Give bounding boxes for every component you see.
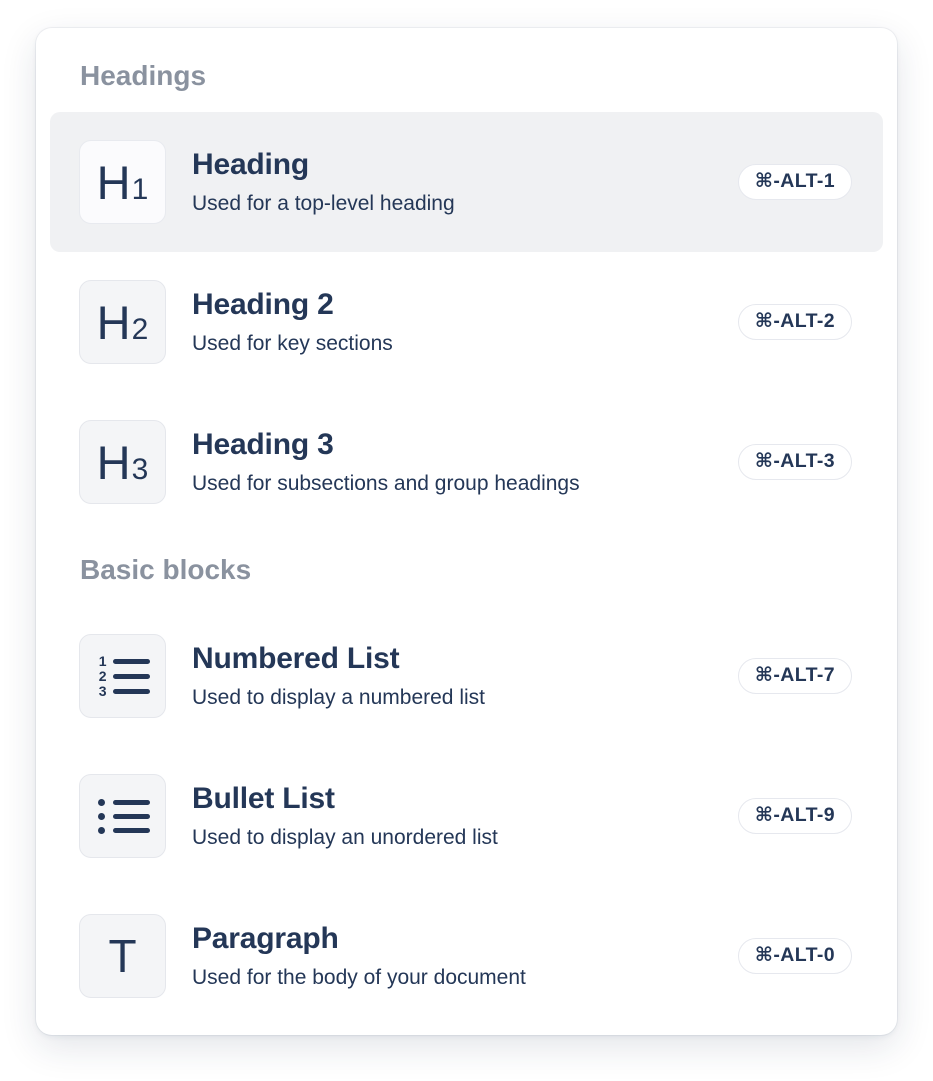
shortcut-badge: ⌘-ALT-9 (737, 798, 852, 834)
icon-digit: 3 (131, 452, 149, 486)
numbered-list-glyph: 1 2 3 (96, 653, 150, 699)
list-line (112, 688, 150, 694)
icon-letter: T (108, 930, 137, 982)
item-title: Heading (192, 148, 309, 181)
icon-digit: 2 (131, 312, 149, 346)
item-title: Bullet List (192, 782, 335, 815)
list-line (112, 813, 150, 819)
section-label-headings: Headings (80, 60, 207, 91)
icon-letter: H (96, 295, 131, 349)
item-description: Used for a top-level heading (192, 192, 455, 215)
bullet-list-icon (79, 774, 166, 858)
menu-item-bullet-list[interactable]: Bullet List Used to display an unordered… (50, 746, 883, 886)
shortcut-badge: ⌘-ALT-7 (737, 658, 852, 694)
item-description: Used for the body of your document (192, 966, 526, 989)
item-text: Heading 3 Used for subsections and group… (192, 427, 738, 497)
item-title: Numbered List (192, 642, 400, 675)
bullet-list-glyph (96, 798, 150, 834)
item-text: Bullet List Used to display an unordered… (192, 781, 738, 851)
item-title: Paragraph (192, 922, 339, 955)
icon-letter: H (96, 435, 131, 489)
list-line (112, 673, 150, 679)
bullet-dot (97, 826, 105, 834)
paragraph-icon: T (79, 914, 166, 998)
list-number: 3 (98, 683, 107, 699)
list-line (112, 799, 150, 805)
item-text: Heading Used for a top-level heading (192, 147, 738, 217)
item-description: Used for subsections and group headings (192, 472, 580, 495)
list-line (112, 658, 150, 664)
section-label-basic-blocks: Basic blocks (80, 554, 252, 585)
list-number: 2 (98, 668, 107, 684)
list-number: 1 (98, 653, 107, 669)
item-title: Heading 3 (192, 428, 334, 461)
shortcut-badge: ⌘-ALT-2 (737, 304, 852, 340)
item-description: Used for key sections (192, 332, 393, 355)
item-description: Used to display a numbered list (192, 686, 485, 709)
numbered-list-icon: 1 2 3 (79, 634, 166, 718)
bullet-dot (97, 812, 105, 820)
menu-item-paragraph[interactable]: T Paragraph Used for the body of your do… (50, 886, 883, 1026)
item-text: Numbered List Used to display a numbered… (192, 641, 738, 711)
shortcut-badge: ⌘-ALT-0 (737, 938, 852, 974)
item-text: Heading 2 Used for key sections (192, 287, 738, 357)
bullet-dot (97, 798, 105, 806)
menu-item-numbered-list[interactable]: 1 2 3 Numbered List Used to display a nu… (50, 606, 883, 746)
shortcut-badge: ⌘-ALT-3 (737, 444, 852, 480)
item-description: Used to display an unordered list (192, 826, 498, 849)
item-text: Paragraph Used for the body of your docu… (192, 921, 738, 991)
item-title: Heading 2 (192, 288, 334, 321)
icon-digit: 1 (131, 172, 149, 206)
icon-letter: H (96, 155, 131, 209)
list-line (112, 827, 150, 833)
shortcut-badge: ⌘-ALT-1 (737, 164, 852, 200)
